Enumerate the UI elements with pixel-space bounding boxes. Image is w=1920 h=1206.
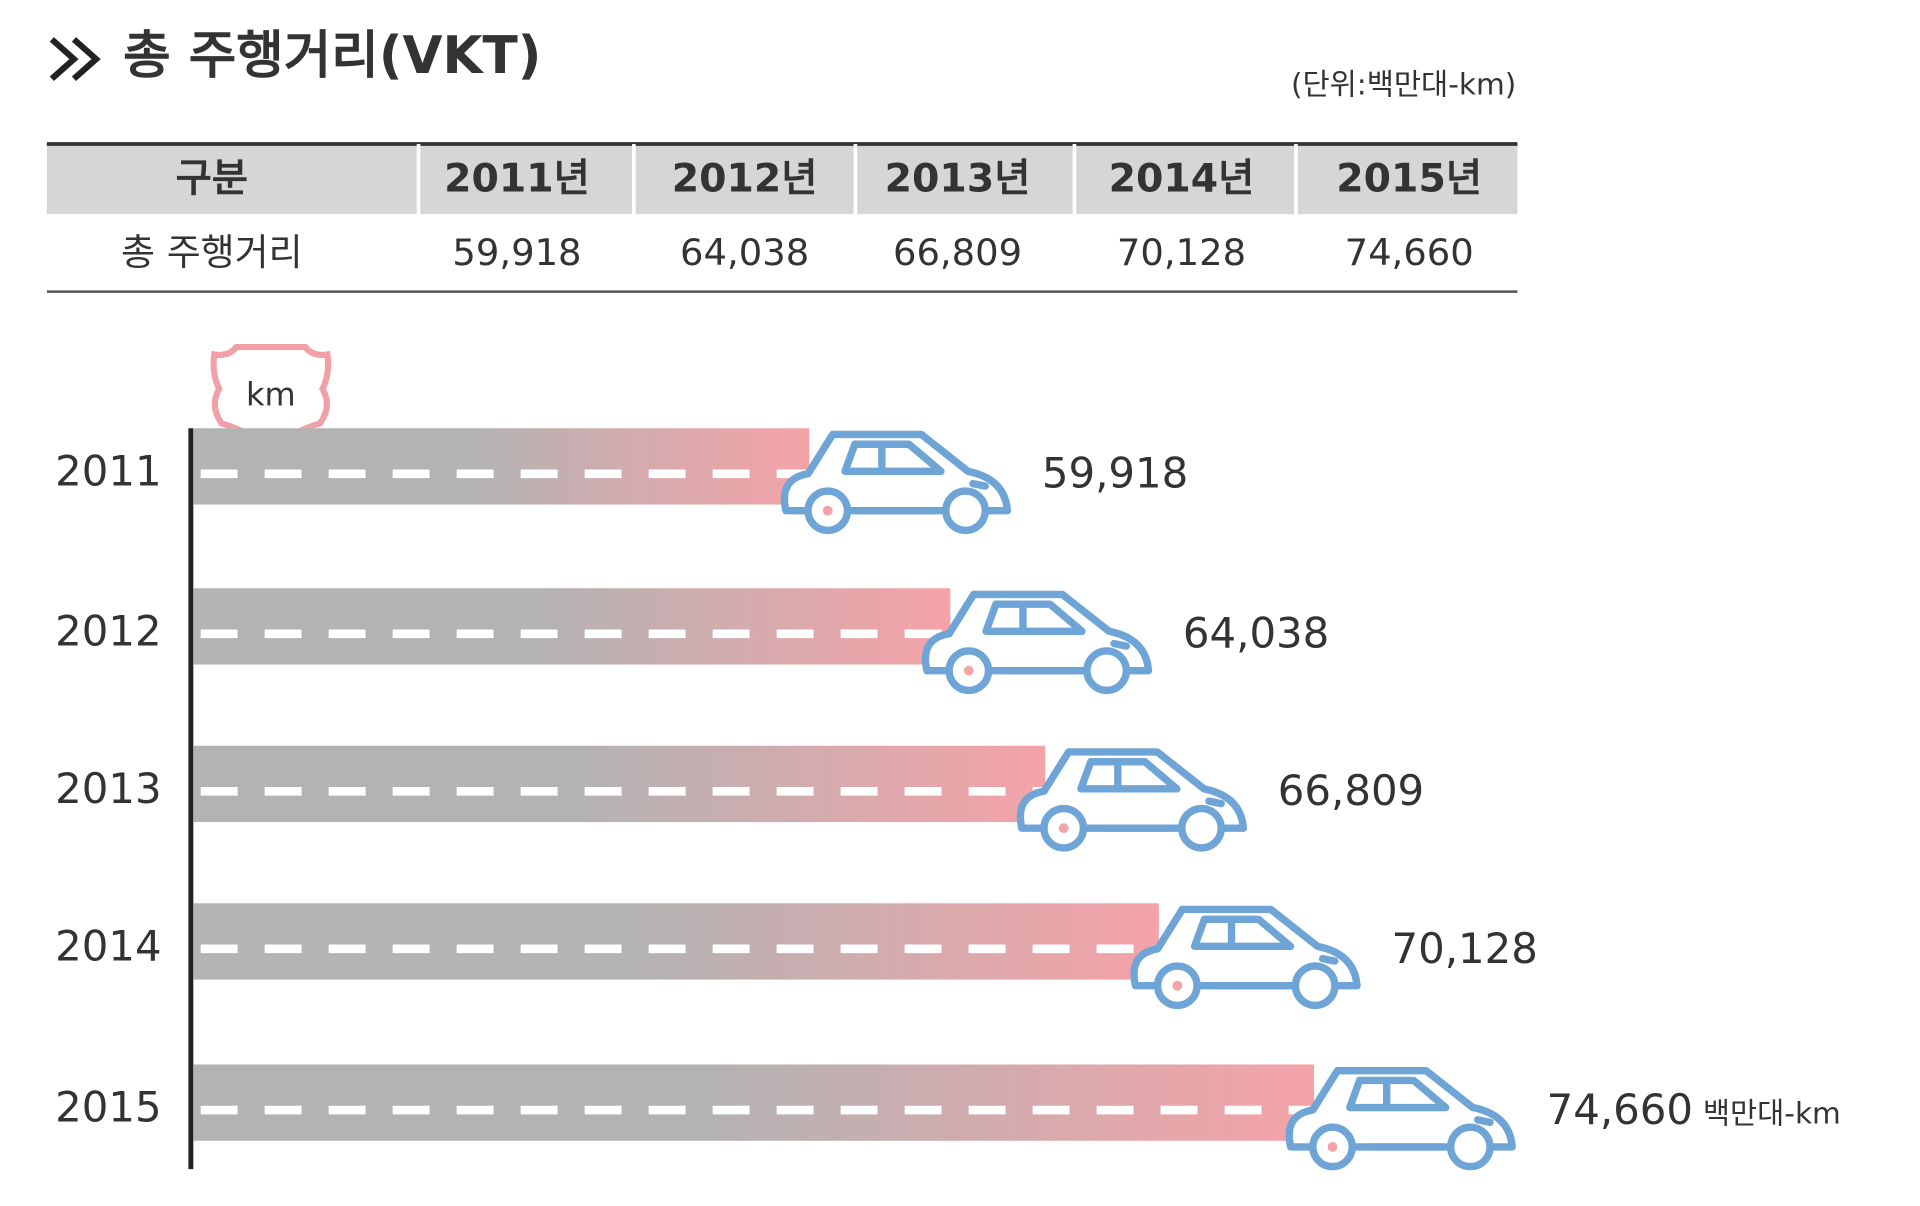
- y-tick-label: 2012: [55, 606, 161, 655]
- table-cell: 총 주행거리: [121, 231, 303, 274]
- km-icon: km: [210, 343, 332, 452]
- car-wheel: [1178, 804, 1225, 852]
- value-label: 59,918: [1042, 449, 1188, 498]
- table-cell: 64,038: [680, 231, 809, 274]
- column-header: 2013년: [885, 155, 1031, 201]
- car-window: [1190, 915, 1295, 951]
- value-unit: 백만대-km: [1703, 1096, 1841, 1130]
- car-detail: [860, 479, 989, 515]
- car-window: [1346, 1076, 1450, 1112]
- road-bar: [193, 588, 951, 665]
- title: 총 주행거리(VKT): [123, 26, 541, 86]
- car-wheel: [1446, 1123, 1494, 1171]
- table-cell: 59,918: [452, 231, 581, 274]
- table-header-bg: [46, 143, 1518, 216]
- value-label: 70,128: [1391, 924, 1537, 973]
- icon-label: km: [246, 375, 296, 413]
- column-header: 구분: [176, 155, 248, 201]
- table-cell: 70,128: [1117, 231, 1246, 274]
- table-cell: 74,660: [1345, 231, 1474, 274]
- car-light: [1058, 823, 1069, 834]
- column-header: 2011년: [444, 155, 590, 201]
- car-detail: [1365, 1116, 1494, 1151]
- car-window: [1077, 758, 1181, 793]
- column-header: 2014년: [1109, 155, 1255, 201]
- car: [780, 430, 1012, 535]
- car-wheel: [942, 487, 989, 535]
- car-light: [1327, 1142, 1338, 1152]
- car-detail: [1096, 797, 1225, 832]
- car-wheel: [1291, 962, 1339, 1010]
- y-tick-label: 2015: [55, 1083, 161, 1132]
- column-header: 2012년: [672, 155, 818, 201]
- unit-note: (단위:백만대-km): [1291, 68, 1516, 102]
- car-window: [982, 600, 1086, 635]
- value-label: 74,660: [1547, 1085, 1693, 1134]
- table-cell: 66,809: [893, 231, 1022, 274]
- car-light: [822, 505, 833, 516]
- road-bar: [193, 428, 810, 505]
- value-label: 64,038: [1183, 609, 1329, 658]
- car-wheel: [1083, 647, 1131, 695]
- title-icon: [49, 37, 101, 82]
- car-detail: [1210, 954, 1339, 990]
- y-tick-label: 2013: [55, 764, 161, 813]
- car: [1016, 748, 1248, 852]
- car-light: [963, 665, 974, 676]
- car: [1130, 905, 1361, 1010]
- road-bar: [193, 903, 1159, 980]
- road-bar: [193, 1064, 1315, 1141]
- chart: 2011 59,918 2012 64,038 2013 66,809 2014 70,128…: [55, 428, 1841, 1171]
- road-bar: [193, 745, 1046, 823]
- y-tick-label: 2014: [55, 921, 161, 970]
- car-detail: [1002, 639, 1131, 675]
- car: [1285, 1066, 1516, 1171]
- car-light: [1172, 980, 1183, 991]
- column-header: 2015년: [1336, 155, 1482, 201]
- car: [921, 590, 1153, 695]
- car-window: [841, 440, 945, 476]
- y-tick-label: 2011: [55, 446, 161, 495]
- value-label: 66,809: [1278, 766, 1424, 815]
